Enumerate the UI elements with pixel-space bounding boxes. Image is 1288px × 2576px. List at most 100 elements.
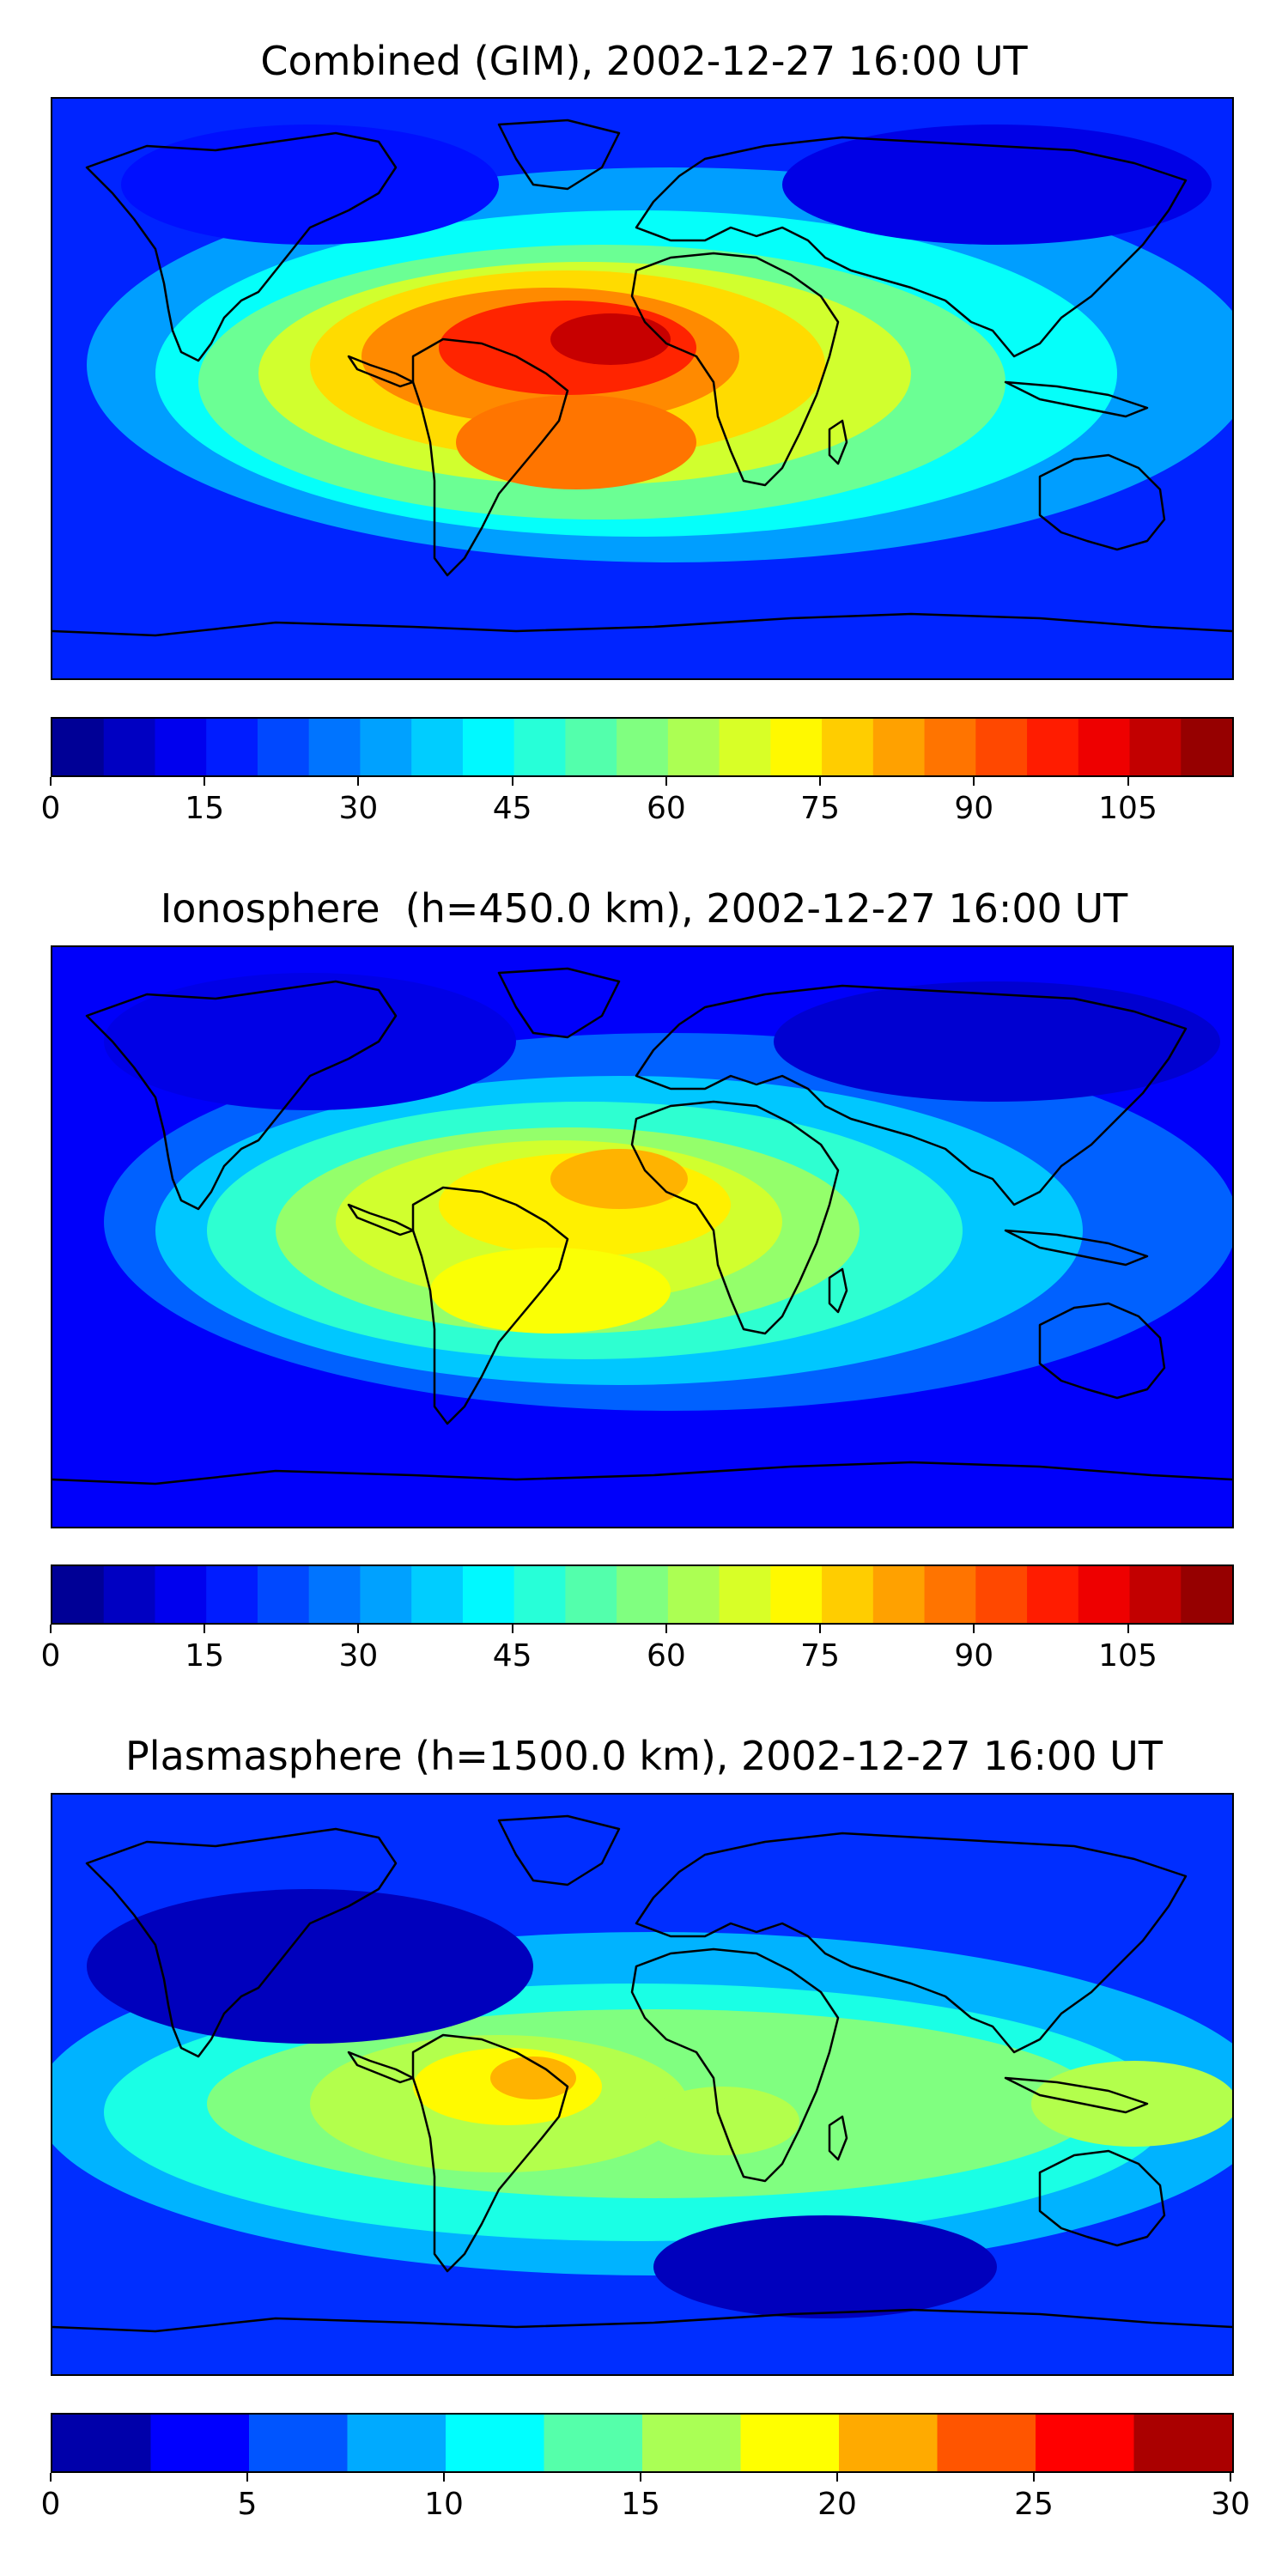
colorbar-segment [1027, 719, 1080, 775]
colorbar-tick-label: 105 [1098, 1638, 1157, 1674]
colorbar-segment [308, 1566, 361, 1623]
colorbar-tick [1230, 2473, 1231, 2482]
colorbar-tick [1127, 1625, 1129, 1633]
colorbar-segment [822, 719, 875, 775]
coastline [630, 252, 840, 487]
colorbar-tick [50, 1625, 52, 1633]
coastline [497, 118, 621, 191]
colorbar-tick-label: 20 [817, 2487, 857, 2522]
coastline [635, 136, 1188, 358]
colorbar-tick-label: 15 [185, 1638, 225, 1674]
panel-2-colorbar [51, 1564, 1234, 1625]
colorbar-tick [204, 1625, 206, 1633]
coastline [1038, 1302, 1166, 1400]
colorbar-segment [872, 1566, 926, 1623]
coastline [411, 1186, 569, 1425]
colorbar-segment [360, 719, 413, 775]
coastline [1004, 2076, 1149, 2114]
coastline [347, 1203, 415, 1236]
colorbar-segment [975, 1566, 1029, 1623]
coastline [828, 419, 848, 465]
panel-1-colorbar [51, 717, 1234, 777]
colorbar-tick-label: 90 [954, 791, 994, 826]
coastline [1038, 453, 1166, 551]
contour-region [550, 1149, 688, 1209]
colorbar-segment [770, 1566, 823, 1623]
colorbar-segment [924, 1566, 977, 1623]
coastline [52, 1461, 1232, 1485]
colorbar-tick-label: 0 [40, 791, 61, 826]
colorbar-tick [443, 2473, 445, 2482]
colorbar-segment [206, 1566, 259, 1623]
colorbar-segment [1129, 1566, 1182, 1623]
panel-3-title: Plasmasphere (h=1500.0 km), 2002-12-27 1… [125, 1733, 1163, 1779]
colorbar-tick-label: 25 [1014, 2487, 1054, 2522]
colorbar-segment [740, 2415, 841, 2471]
colorbar-tick [511, 1625, 513, 1633]
panel-1-map [51, 97, 1234, 680]
coastline [52, 612, 1232, 637]
coastline [52, 2308, 1232, 2333]
colorbar-segment [257, 1566, 310, 1623]
colorbar-tick [973, 777, 975, 786]
colorbar-tick [973, 1625, 975, 1633]
colorbar-segment [1181, 1566, 1232, 1623]
coastline [85, 1827, 398, 2058]
colorbar-segment [1078, 719, 1131, 775]
coastline [630, 1100, 840, 1335]
colorbar-segment [52, 2415, 152, 2471]
colorbar-tick-label: 10 [424, 2487, 464, 2522]
colorbar-segment [642, 2415, 742, 2471]
colorbar-segment [411, 1566, 465, 1623]
colorbar-segment [924, 719, 977, 775]
panel-2-map [51, 945, 1234, 1528]
colorbar-tick-label: 105 [1098, 791, 1157, 826]
panel-3-colorbar [51, 2413, 1234, 2473]
coastline [347, 355, 415, 388]
contour-region [490, 2057, 576, 2099]
colorbar-segment [257, 719, 310, 775]
colorbar-tick-label: 0 [40, 2487, 61, 2522]
colorbar-segment [1129, 719, 1182, 775]
panel-3-colorbar-ticks: 0 5 10 15 20 25 30 [41, 2473, 1250, 2524]
contour-region [430, 1248, 671, 1334]
colorbar-tick-label: 60 [646, 1638, 686, 1674]
colorbar-tick [836, 2473, 838, 2482]
contour-region [782, 125, 1212, 245]
colorbar-tick [357, 1625, 360, 1633]
colorbar-segment [1078, 1566, 1131, 1623]
colorbar-tick [246, 2473, 248, 2482]
contour-region [774, 981, 1220, 1102]
coastline [85, 131, 398, 362]
colorbar-segment [513, 1566, 567, 1623]
coastline [411, 2033, 569, 2273]
colorbar-segment [513, 719, 567, 775]
colorbar-segment [360, 1566, 413, 1623]
coastline [497, 967, 621, 1039]
coastline [635, 1832, 1188, 2054]
colorbar-tick-label: 5 [237, 2487, 258, 2522]
colorbar-segment [52, 1566, 105, 1623]
colorbar-tick-label: 30 [338, 791, 379, 826]
colorbar-tick [819, 1625, 822, 1633]
colorbar-segment [872, 719, 926, 775]
coastline [635, 984, 1188, 1206]
panel-2-colorbar-ticks: 0 15 30 45 60 75 90 105 [41, 1625, 1234, 1676]
colorbar-segment [617, 1566, 670, 1623]
coastline [411, 337, 569, 577]
colorbar-segment [52, 719, 105, 775]
colorbar-segment [155, 1566, 208, 1623]
coastline [1004, 380, 1149, 418]
colorbar-segment [544, 2415, 644, 2471]
coastline [828, 1267, 848, 1314]
colorbar-tick-label: 30 [1211, 2487, 1250, 2522]
colorbar-segment [249, 2415, 349, 2471]
coastline [1038, 2149, 1166, 2247]
contour-region [653, 2215, 997, 2318]
colorbar-tick [1127, 777, 1129, 786]
colorbar-segment [155, 719, 208, 775]
panel-1-colorbar-ticks: 0 15 30 45 60 75 90 105 [41, 777, 1234, 829]
colorbar-tick [50, 777, 52, 786]
colorbar-segment [937, 2415, 1037, 2471]
contour-region [87, 1889, 533, 2044]
